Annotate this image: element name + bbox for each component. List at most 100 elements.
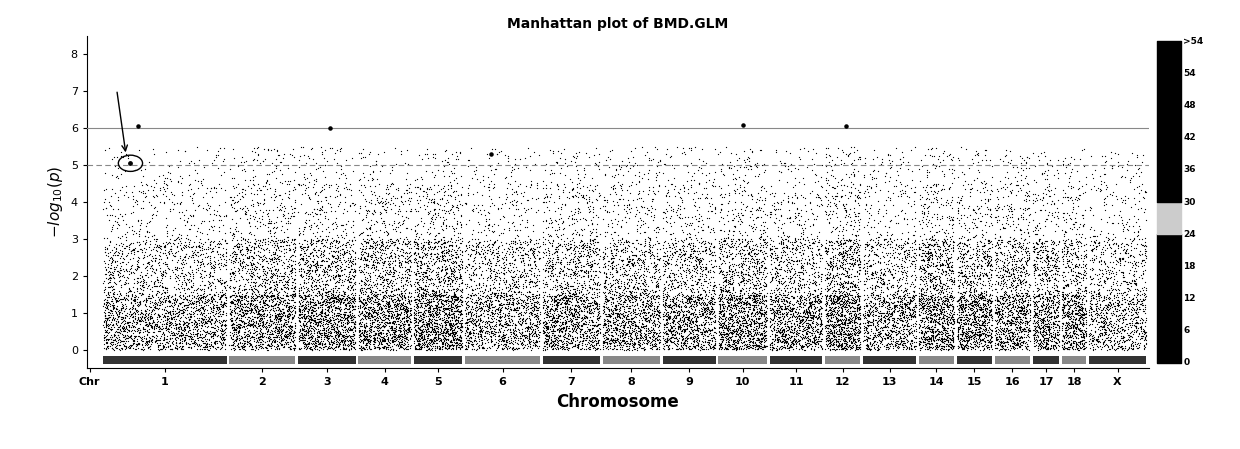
Point — [620, 317, 640, 325]
Point — [732, 314, 751, 321]
Point — [123, 310, 143, 317]
Point — [760, 290, 780, 297]
Point — [1012, 339, 1032, 346]
Point — [472, 339, 492, 346]
Point — [427, 302, 446, 309]
Point — [133, 181, 153, 188]
Point — [742, 321, 761, 328]
Point — [294, 321, 314, 329]
Point — [223, 341, 243, 348]
Point — [892, 286, 911, 293]
Point — [311, 247, 331, 254]
Point — [968, 205, 988, 212]
Point — [728, 294, 748, 301]
Point — [339, 340, 358, 348]
Point — [557, 324, 577, 331]
Point — [1017, 340, 1037, 347]
Point — [435, 293, 455, 300]
Point — [1061, 332, 1081, 339]
Point — [895, 269, 915, 277]
Point — [1080, 257, 1100, 264]
Point — [1054, 260, 1074, 268]
Point — [440, 242, 460, 249]
Point — [270, 341, 290, 348]
Point — [846, 326, 866, 333]
Point — [523, 292, 543, 299]
Point — [749, 246, 769, 253]
Point — [1097, 302, 1117, 309]
Point — [433, 158, 453, 165]
Point — [485, 238, 505, 245]
Point — [727, 296, 746, 304]
Point — [1126, 261, 1146, 269]
Point — [110, 304, 130, 311]
Point — [862, 246, 882, 253]
Point — [1065, 301, 1085, 308]
Point — [205, 264, 224, 272]
Point — [337, 293, 357, 300]
Point — [854, 261, 874, 268]
Point — [112, 344, 131, 352]
Point — [739, 262, 759, 269]
Point — [650, 313, 670, 320]
Point — [1053, 322, 1073, 329]
Point — [1011, 310, 1030, 317]
Point — [157, 181, 177, 189]
Point — [894, 342, 914, 349]
Point — [94, 312, 114, 319]
Point — [300, 334, 320, 341]
Point — [446, 242, 466, 249]
Point — [1003, 276, 1023, 283]
Point — [790, 282, 810, 290]
Point — [239, 266, 259, 273]
Point — [445, 275, 465, 282]
Point — [662, 295, 682, 302]
Point — [1080, 281, 1100, 288]
Point — [1025, 313, 1045, 320]
Point — [167, 325, 187, 332]
Point — [677, 177, 697, 185]
Point — [827, 238, 847, 245]
Point — [226, 314, 246, 321]
Point — [376, 238, 396, 246]
Point — [765, 297, 785, 304]
Point — [982, 315, 1002, 322]
Point — [668, 345, 688, 352]
Point — [774, 296, 794, 303]
Point — [415, 296, 435, 304]
Point — [575, 282, 595, 289]
Point — [657, 341, 677, 348]
Point — [841, 309, 861, 317]
Point — [634, 264, 653, 272]
Point — [459, 336, 479, 343]
Point — [751, 304, 771, 312]
Point — [587, 245, 606, 252]
Point — [868, 275, 888, 282]
Point — [179, 244, 198, 251]
Point — [771, 238, 791, 245]
Point — [470, 322, 490, 330]
Point — [278, 285, 298, 292]
Point — [449, 274, 469, 281]
Point — [1017, 205, 1037, 212]
Point — [1107, 344, 1127, 351]
Point — [683, 291, 703, 298]
Point — [1059, 339, 1079, 346]
Point — [1037, 252, 1056, 259]
Point — [952, 233, 972, 240]
Point — [919, 342, 939, 349]
Point — [978, 333, 998, 340]
Point — [858, 317, 878, 325]
Point — [546, 294, 565, 301]
Point — [619, 345, 639, 352]
Point — [754, 266, 774, 273]
Point — [1055, 273, 1075, 280]
Point — [1045, 314, 1065, 321]
Point — [198, 330, 218, 337]
Point — [1110, 312, 1130, 319]
Point — [200, 202, 219, 210]
Point — [423, 310, 443, 317]
Point — [739, 250, 759, 257]
Point — [1118, 334, 1138, 341]
Point — [740, 320, 760, 327]
